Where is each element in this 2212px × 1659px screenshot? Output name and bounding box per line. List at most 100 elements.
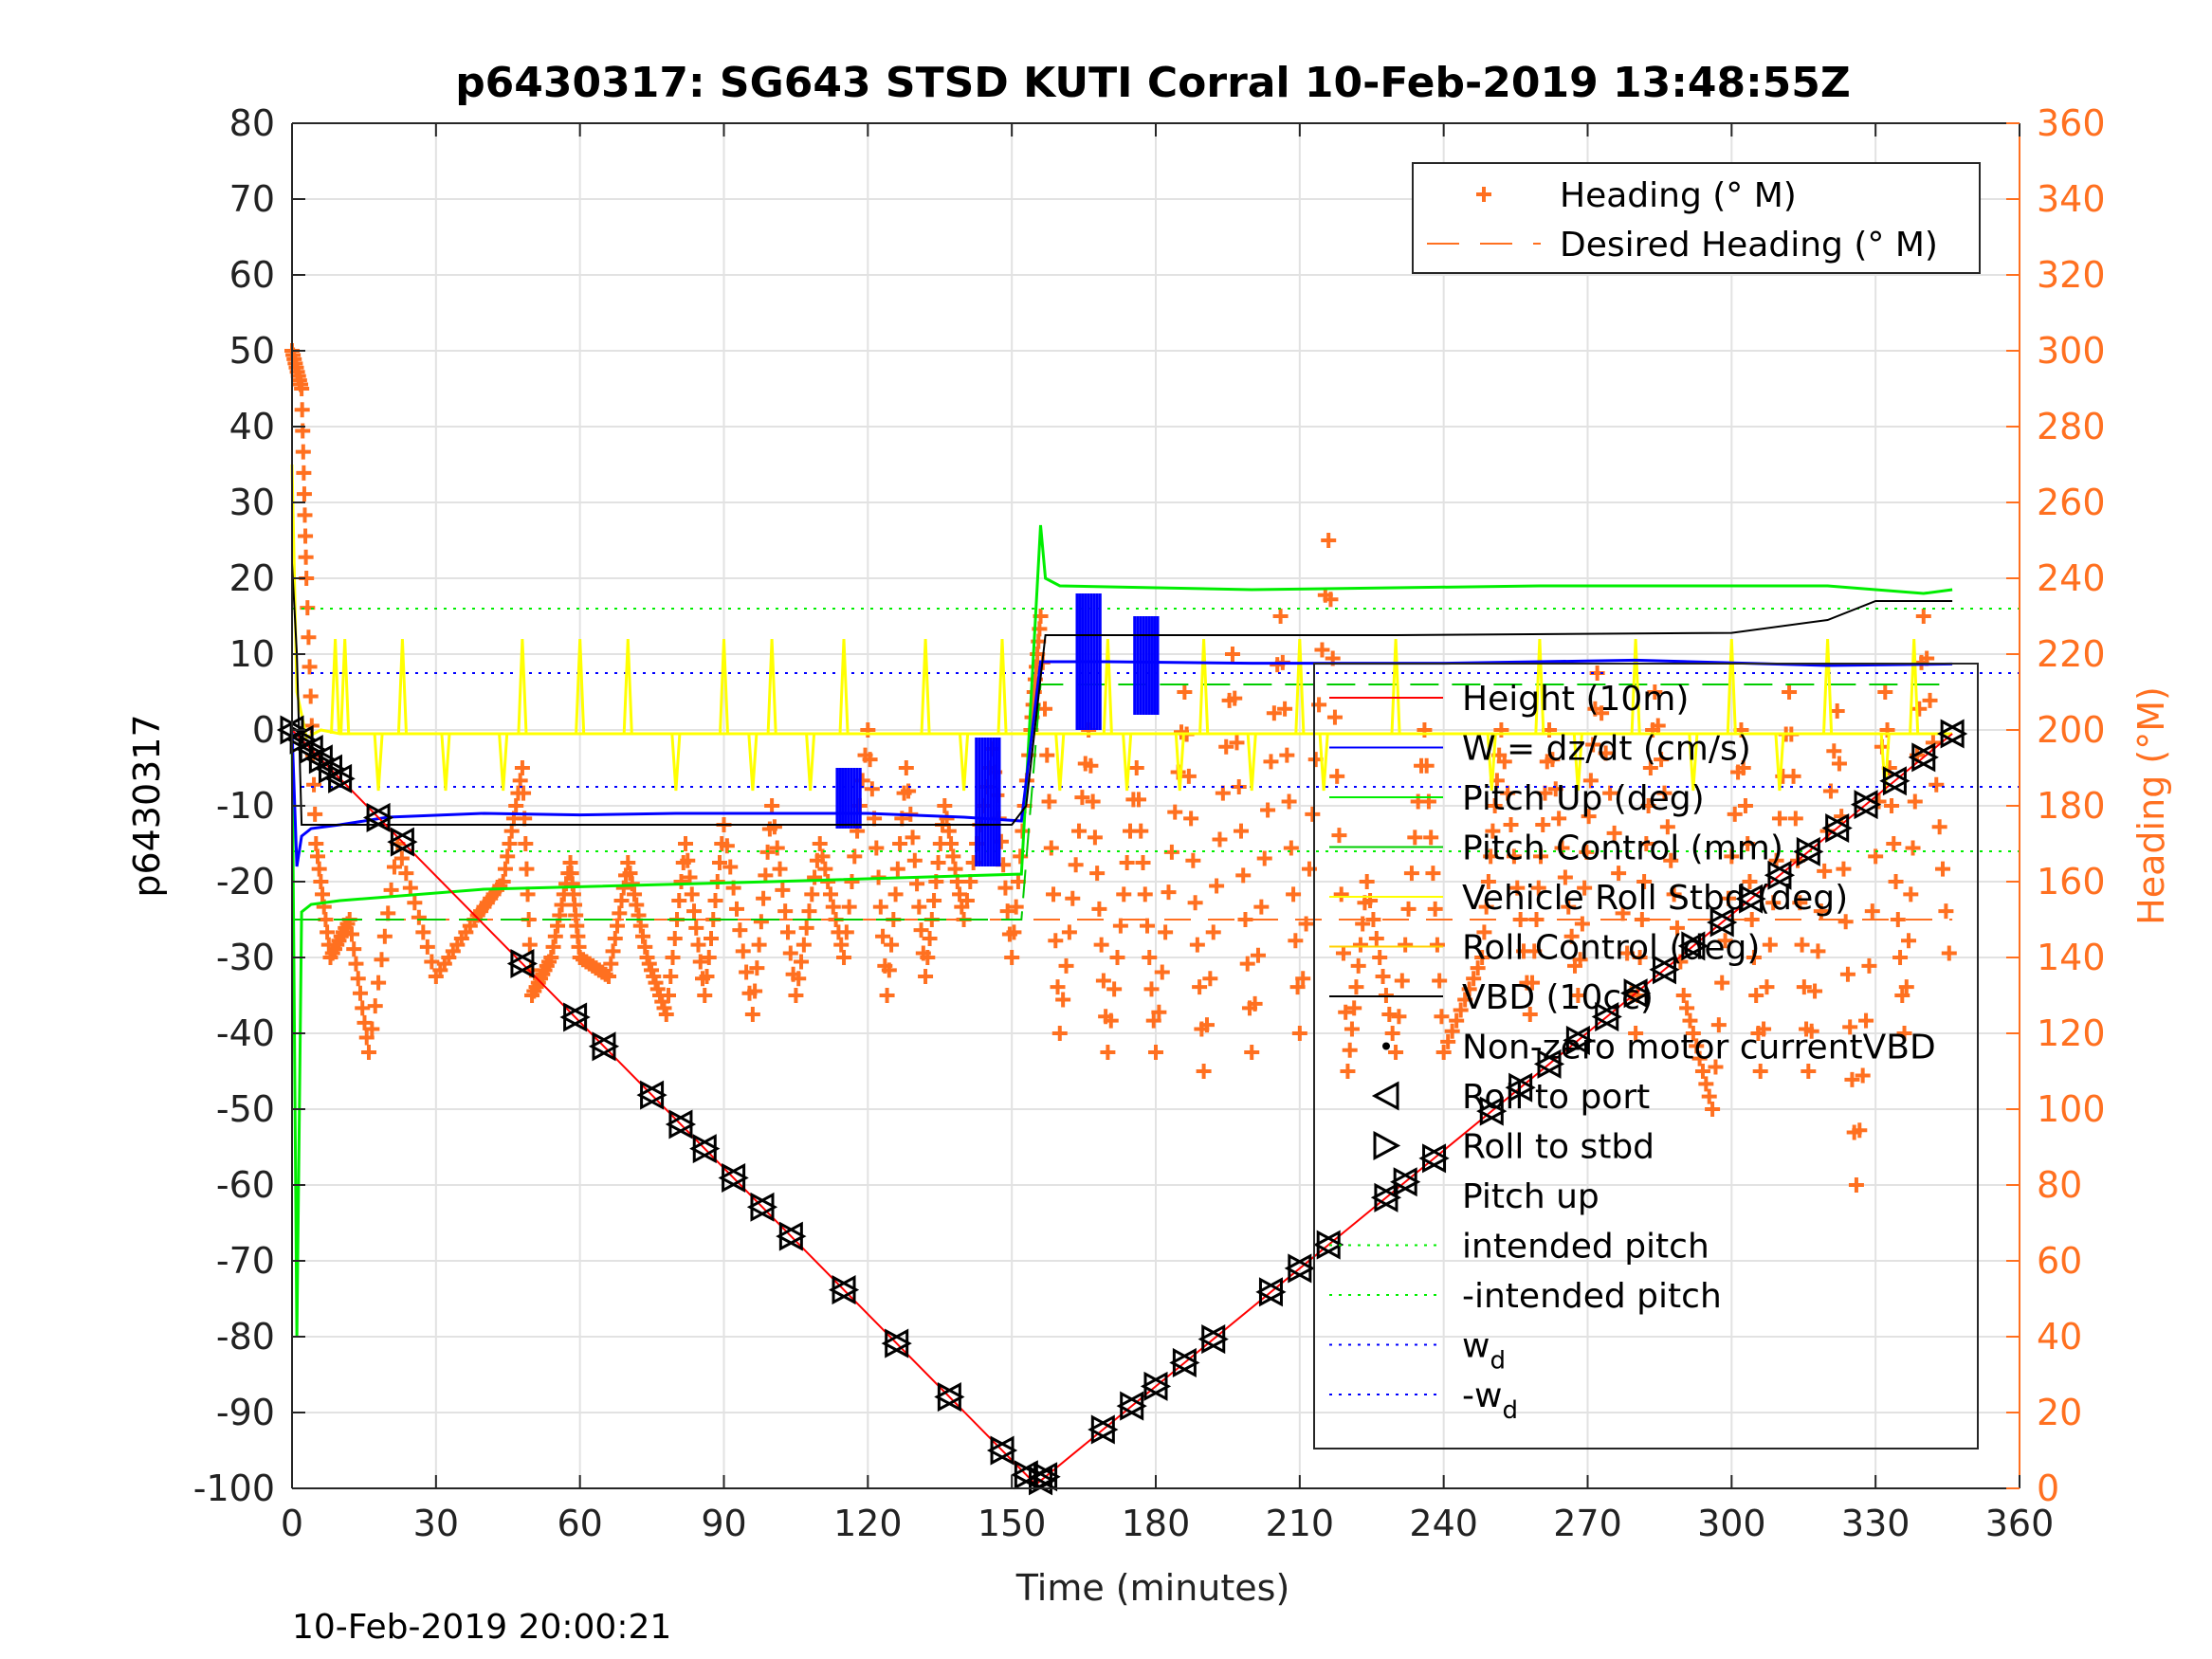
pitch-control-line [292,684,1953,921]
roll-to-stbd-marker [390,827,418,857]
roll-marker [1563,1025,1594,1055]
heading-point [699,969,715,984]
heading-point [1161,884,1177,901]
heading-point [959,893,975,908]
heading-point [1792,895,1808,911]
heading-point [294,402,310,418]
x-tick-label: 60 [557,1503,602,1544]
heading-point [1632,950,1648,965]
heading-point [1890,912,1906,927]
heading-point [1901,933,1917,949]
roll-spike [1390,638,1401,735]
heading-point [1068,857,1084,873]
w-burst [975,738,1001,866]
roll-to-stbd-marker [510,948,539,979]
legend-main-label: intended pitch [1462,1228,1709,1267]
heading-point [355,1000,371,1016]
heading-point [661,988,677,1003]
roll-to-stbd-marker [1882,766,1910,796]
legend-main-box [1313,663,1979,1449]
heading-point [1435,1045,1452,1060]
heading-point [1831,756,1847,772]
y-left-tick-label: 70 [229,178,275,220]
heading-point [1829,703,1845,719]
roll-marker [986,1435,1018,1466]
heading-point [1133,823,1149,839]
heading-point [941,823,957,839]
x-tick-label: 30 [413,1503,459,1544]
y-right-tick-label: 360 [2037,102,2106,144]
heading-point [1852,1122,1868,1139]
roll-marker [665,1109,697,1139]
y-left-tick-label: -50 [216,1088,275,1130]
heading-point [502,836,518,851]
heading-point [1503,817,1519,832]
roll-to-stbd-marker [990,1435,1018,1466]
roll-to-stbd-marker [1796,836,1824,866]
heading-point [607,931,623,946]
heading-point [615,880,631,896]
heading-point [1717,933,1733,949]
heading-point [1289,979,1306,995]
heading-point [360,1045,376,1060]
legend-main-label: Roll Control (deg) [1462,929,1760,968]
heading-point [1654,752,1670,768]
heading-point [610,918,626,934]
heading-point [728,901,744,917]
heading-point [497,861,513,877]
roll-spike [996,638,1008,735]
heading-point [1231,779,1247,794]
heading-point [629,897,645,913]
heading-point [1283,840,1299,856]
roll-to-stbd-marker [1709,907,1738,938]
heading-point [844,874,860,889]
heading-point [1941,945,1957,961]
heading-point [667,931,683,946]
heading-point [1628,1026,1644,1041]
y-left-tick-label: -80 [216,1316,275,1358]
roll-spike [339,638,351,735]
roll-spike [1294,638,1306,735]
heading-point [1679,1000,1695,1016]
heading-point [545,939,561,955]
heading-point [1877,684,1893,700]
heading-point [1140,918,1155,934]
heading-point [1272,609,1289,624]
heading-point [1735,760,1751,775]
y-right-tick-label: 140 [2037,937,2106,978]
heading-point [380,905,396,921]
roll-marker [559,1002,591,1032]
heading-point [766,819,782,835]
heading-point [301,629,317,646]
roll-marker [1908,742,1939,773]
roll-marker [776,1221,807,1251]
heading-point [1348,979,1364,995]
heading-point [297,507,313,523]
heading-point [838,924,854,940]
heading-point [1074,790,1090,806]
y-left-tick-label: -10 [216,785,275,827]
heading-point [1202,971,1218,987]
grid [291,122,2020,1489]
roll-to-stbd-marker [366,802,394,832]
legend-main-label: Pitch Up (deg) [1462,779,1705,818]
heading-point [1474,950,1490,965]
roll-marker [1533,1048,1565,1079]
heading-point [663,969,679,984]
heading-point [1388,1045,1404,1060]
heading-point [864,781,880,797]
x-tick-label: 300 [1697,1503,1766,1544]
heading-point [1884,798,1900,813]
roll-spike [1822,638,1834,735]
heading-point [605,943,621,959]
roll-to-stbd-marker [1652,955,1680,985]
heading-point [1935,861,1951,877]
heading-point [1423,830,1439,846]
y-right-tick-label: 340 [2037,178,2106,220]
heading-point [1476,924,1492,940]
heading-point [1642,760,1658,775]
heading-point [1239,956,1255,972]
heading-point [1746,950,1762,965]
heading-point [1131,792,1146,808]
heading-point [772,861,788,877]
